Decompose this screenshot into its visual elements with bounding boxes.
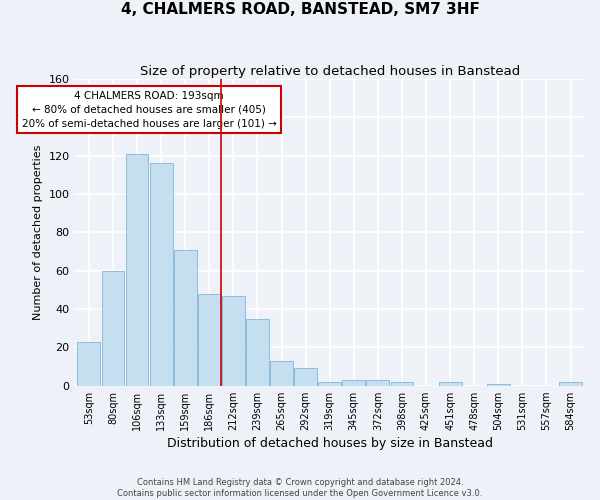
Bar <box>487 384 510 386</box>
Bar <box>343 380 365 386</box>
Bar <box>367 380 389 386</box>
Bar <box>174 250 197 386</box>
Text: 4 CHALMERS ROAD: 193sqm
← 80% of detached houses are smaller (405)
20% of semi-d: 4 CHALMERS ROAD: 193sqm ← 80% of detache… <box>22 90 277 128</box>
Title: Size of property relative to detached houses in Banstead: Size of property relative to detached ho… <box>140 65 520 78</box>
Bar <box>318 382 341 386</box>
X-axis label: Distribution of detached houses by size in Banstead: Distribution of detached houses by size … <box>167 437 493 450</box>
Y-axis label: Number of detached properties: Number of detached properties <box>33 144 43 320</box>
Bar <box>125 154 148 386</box>
Bar <box>222 296 245 386</box>
Bar <box>559 382 582 386</box>
Bar <box>439 382 461 386</box>
Text: 4, CHALMERS ROAD, BANSTEAD, SM7 3HF: 4, CHALMERS ROAD, BANSTEAD, SM7 3HF <box>121 2 479 18</box>
Bar <box>246 318 269 386</box>
Bar <box>294 368 317 386</box>
Bar <box>101 270 124 386</box>
Bar <box>150 164 173 386</box>
Text: Contains HM Land Registry data © Crown copyright and database right 2024.
Contai: Contains HM Land Registry data © Crown c… <box>118 478 482 498</box>
Bar <box>198 294 221 386</box>
Bar <box>391 382 413 386</box>
Bar <box>270 361 293 386</box>
Bar <box>77 342 100 386</box>
